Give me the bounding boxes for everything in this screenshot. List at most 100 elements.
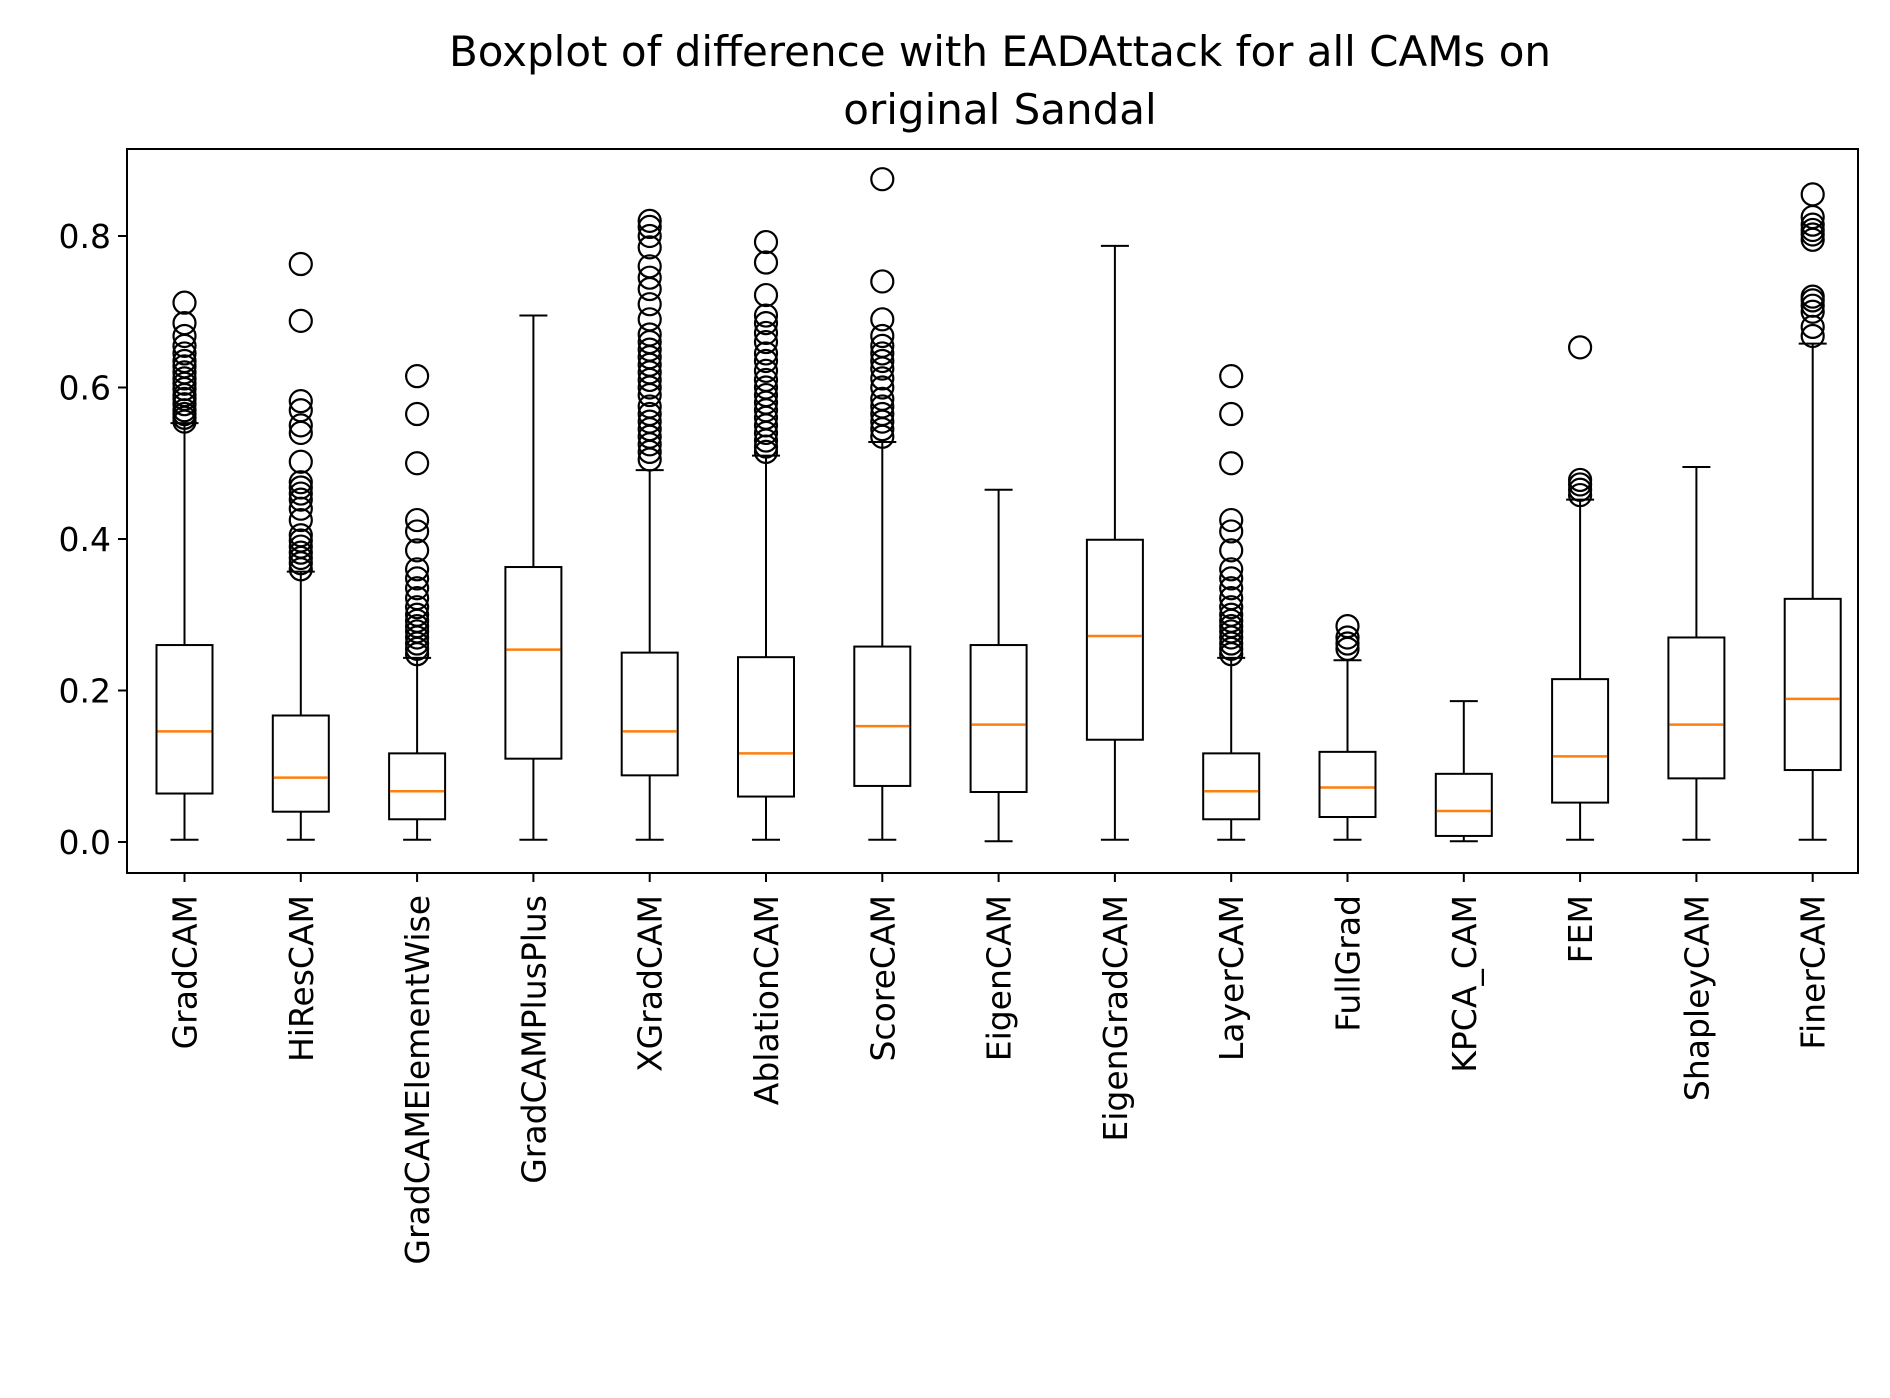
outlier-point bbox=[1219, 451, 1244, 476]
outlier-point bbox=[870, 323, 895, 349]
outlier-point bbox=[637, 214, 662, 240]
outlier-point bbox=[405, 614, 430, 639]
outlier-point bbox=[405, 557, 430, 582]
outlier-point bbox=[1219, 507, 1244, 533]
outlier-point bbox=[1219, 519, 1244, 544]
x-axis: GradCAM HiResCAM GradCAMElementWise GradCAM… bbox=[166, 873, 1833, 1265]
chart-title-line-1: Boxplot of difference with EADAttack for… bbox=[449, 27, 1551, 76]
outlier-point bbox=[405, 585, 430, 611]
y-tick-label: 0.2 bbox=[59, 672, 111, 711]
outlier-point bbox=[637, 409, 662, 434]
outlier-point bbox=[637, 265, 662, 290]
outlier-point bbox=[870, 401, 895, 427]
outlier-point bbox=[753, 329, 779, 355]
box-EigenCAM bbox=[969, 488, 1028, 843]
outlier-point bbox=[172, 290, 197, 315]
box-iqr bbox=[1202, 752, 1261, 821]
box-iqr bbox=[1085, 538, 1144, 741]
outlier-point bbox=[288, 470, 313, 495]
x-tick-label: HiResCAM bbox=[282, 895, 321, 1062]
x-tick-label: FEM bbox=[1561, 895, 1600, 963]
x-tick-label: GradCAMElementWise bbox=[398, 895, 437, 1265]
outlier-point bbox=[288, 507, 313, 533]
outlier-point bbox=[637, 235, 662, 260]
outlier-point bbox=[405, 576, 430, 601]
outlier-point bbox=[870, 375, 895, 400]
box-EigenGradCAM bbox=[1085, 244, 1144, 841]
box-ScoreCAM bbox=[853, 167, 912, 841]
outlier-point bbox=[870, 269, 895, 294]
outlier-point bbox=[405, 566, 430, 591]
outlier-point bbox=[1219, 619, 1244, 644]
outlier-point bbox=[1219, 576, 1244, 601]
box-iqr bbox=[1318, 750, 1377, 819]
outlier-point bbox=[405, 401, 430, 427]
outlier-point bbox=[1219, 538, 1244, 563]
outlier-point bbox=[637, 322, 662, 347]
outlier-point bbox=[1219, 585, 1244, 611]
outlier-point bbox=[405, 619, 430, 644]
outlier-point bbox=[870, 167, 895, 192]
outlier-point bbox=[405, 519, 430, 544]
y-axis: 0.0 0.2 0.4 0.6 0.8 bbox=[59, 217, 127, 862]
outlier-point bbox=[1800, 182, 1825, 207]
box-AblationCAM bbox=[737, 229, 795, 841]
outlier-point bbox=[870, 333, 895, 358]
box-iqr bbox=[1551, 678, 1610, 804]
outlier-point bbox=[753, 303, 779, 328]
x-tick-label: GradCAMPlusPlus bbox=[514, 895, 553, 1184]
outlier-point bbox=[637, 254, 662, 279]
outlier-point bbox=[870, 341, 895, 366]
outlier-point bbox=[753, 250, 779, 275]
outlier-point bbox=[1219, 595, 1244, 620]
outlier-point bbox=[753, 341, 779, 366]
outlier-point bbox=[1567, 482, 1593, 508]
box-iqr bbox=[853, 645, 912, 787]
y-tick-label: 0.8 bbox=[59, 217, 111, 256]
outlier-point bbox=[172, 392, 197, 417]
box-iqr bbox=[271, 714, 330, 813]
box-XGradCAM bbox=[620, 208, 679, 841]
outlier-point bbox=[870, 348, 895, 374]
outlier-point bbox=[288, 308, 313, 333]
outlier-point bbox=[172, 360, 197, 385]
plot-area bbox=[155, 167, 1842, 843]
outlier-point bbox=[753, 229, 779, 255]
x-tick-label: KPCA_CAM bbox=[1445, 895, 1484, 1073]
outlier-point bbox=[753, 382, 779, 408]
axes-frame bbox=[126, 148, 1859, 874]
outlier-point bbox=[870, 394, 895, 419]
box-iqr bbox=[620, 651, 679, 777]
box-LayerCAM bbox=[1202, 364, 1261, 841]
outlier-point bbox=[1219, 602, 1244, 627]
box-KPCA_CAM bbox=[1434, 700, 1493, 843]
outlier-point bbox=[637, 394, 662, 419]
box-GradCAM bbox=[155, 290, 214, 841]
box-GradCAMElementWise bbox=[388, 364, 447, 841]
box-iqr bbox=[1667, 636, 1726, 780]
outlier-point bbox=[288, 481, 313, 506]
x-tick-label: FinerCAM bbox=[1794, 895, 1833, 1050]
outlier-point bbox=[1567, 467, 1593, 493]
outlier-point bbox=[637, 307, 662, 332]
outlier-point bbox=[1800, 323, 1825, 349]
outlier-point bbox=[870, 307, 895, 332]
outlier-point bbox=[405, 451, 430, 476]
outlier-point bbox=[1567, 335, 1593, 360]
x-tick-label: ShapleyCAM bbox=[1677, 895, 1716, 1101]
box-iqr bbox=[737, 656, 795, 798]
outlier-point bbox=[288, 523, 313, 548]
outlier-point bbox=[753, 375, 779, 400]
outlier-point bbox=[637, 208, 662, 233]
outlier-point bbox=[1219, 557, 1244, 582]
x-tick-label: EigenCAM bbox=[980, 895, 1019, 1061]
outlier-point bbox=[637, 337, 662, 362]
x-tick-label: FullGrad bbox=[1329, 895, 1368, 1032]
box-iqr bbox=[1434, 772, 1493, 837]
outlier-point bbox=[637, 401, 662, 427]
outlier-point bbox=[637, 292, 662, 317]
outlier-point bbox=[1567, 477, 1593, 502]
outlier-point bbox=[1800, 217, 1825, 243]
outlier-point bbox=[753, 439, 779, 464]
